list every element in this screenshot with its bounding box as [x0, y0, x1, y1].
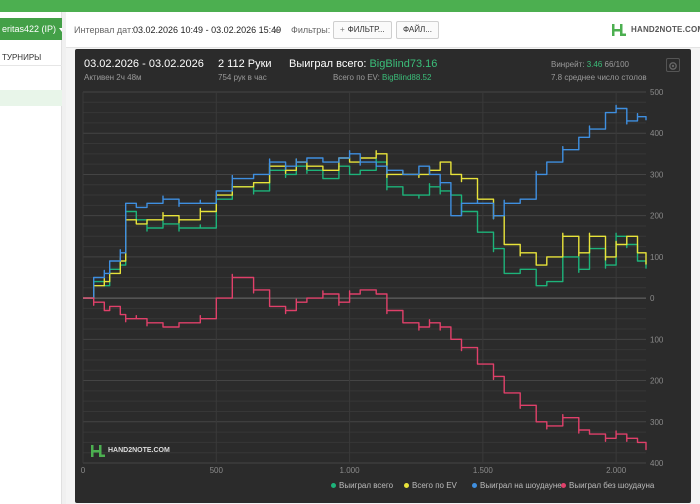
won-total-label: Выиграл всего: [289, 58, 367, 70]
winrate-label: Винрейт: [551, 60, 585, 69]
filter-button-label: ФИЛЬТР... [347, 25, 385, 34]
legend-item-showdown[interactable]: Выиграл на шоудауне [472, 481, 562, 490]
x-tick-label: 1.000 [340, 466, 361, 475]
won-total-stat: Выиграл всего: BigBlind73.16 [289, 58, 437, 70]
x-tick-label: 0 [81, 466, 86, 475]
series-line-4 [83, 273, 647, 451]
y-tick-label: 200 [650, 377, 664, 386]
y-tick-label: 300 [650, 418, 664, 427]
sidebar-item-selected[interactable] [0, 90, 62, 106]
y-tick-label: 200 [650, 212, 664, 221]
chart-panel: 03.02.2026 - 03.02.2026 Активен 2ч 48м 2… [75, 49, 691, 503]
user-label: eritas422 (IP) [2, 24, 57, 34]
file-button[interactable]: ФАЙЛ... [396, 21, 439, 39]
legend-label: Выиграл на шоудауне [480, 481, 562, 490]
legend-swatch [404, 483, 409, 489]
date-range-label: Интервал дат: [74, 25, 134, 35]
ev-total-stat: Всего по EV: BigBlind88.52 [333, 73, 431, 82]
plus-icon: + [340, 25, 345, 34]
y-tick-label: 0 [650, 294, 655, 303]
legend-item-won-total[interactable]: Выиграл всего [331, 481, 393, 490]
y-tick-label: 100 [650, 253, 664, 262]
active-time-stat: Активен 2ч 48м [84, 73, 142, 82]
filter-bar: Интервал дат: 03.02.2026 10:49 - 03.02.2… [66, 12, 700, 48]
y-tick-label: 500 [650, 88, 664, 97]
x-tick-label: 500 [210, 466, 224, 475]
x-tick-label: 2.000 [606, 466, 627, 475]
y-tick-label: 400 [650, 459, 664, 468]
hands-stat: 2 112 Руки [218, 58, 272, 70]
sidebar-item-tournaments[interactable]: ТУРНИРЫ [0, 50, 62, 66]
y-tick-label: 300 [650, 170, 664, 179]
main-area: Интервал дат: 03.02.2026 10:49 - 03.02.2… [66, 12, 700, 504]
ev-total-value: BigBlind88.52 [382, 73, 432, 82]
legend-swatch [331, 483, 336, 489]
watermark-text: HAND2NOTE.COM [108, 447, 170, 454]
series-line-3 [83, 104, 647, 299]
filters-label: Фильтры: [291, 25, 331, 35]
winrate-value: 3.46 [586, 60, 603, 69]
legend-swatch [561, 483, 566, 489]
filter-button[interactable]: + ФИЛЬТР... [333, 21, 392, 39]
hand2note-logo: HAND2NOTE.COM [611, 22, 700, 38]
hand2note-logo-icon [612, 24, 626, 36]
winrate-stat: Винрейт: 3.46 66/100 [551, 60, 629, 69]
won-total-value: BigBlind73.16 [369, 58, 438, 70]
legend-label: Выиграл всего [339, 481, 394, 490]
top-bar [0, 0, 700, 12]
chevron-down-icon[interactable] [273, 29, 279, 33]
y-tick-label: 100 [650, 335, 664, 344]
y-tick-label: 400 [650, 129, 664, 138]
logo-text: HAND2NOTE.COM [631, 25, 700, 34]
legend-item-ev-total[interactable]: Всего по EV [404, 481, 457, 490]
winrate-tail: 66/100 [604, 60, 629, 69]
settings-button[interactable] [666, 58, 680, 72]
date-range-selector[interactable]: 03.02.2026 10:49 - 03.02.2026 15:49 [133, 25, 282, 35]
watermark: HAND2NOTE.COM [90, 443, 170, 459]
hands-per-hour-stat: 754 рук в час [218, 73, 267, 82]
legend-label: Всего по EV [412, 481, 457, 490]
x-tick-label: 1.500 [473, 466, 494, 475]
sidebar: eritas422 (IP) ТУРНИРЫ [0, 12, 62, 504]
legend-swatch [472, 483, 477, 489]
ev-total-label: Всего по EV: [333, 73, 380, 82]
date-range-stat: 03.02.2026 - 03.02.2026 [84, 58, 204, 70]
gear-icon [669, 62, 677, 70]
watermark-logo-icon [91, 445, 105, 457]
legend-item-no-showdown[interactable]: Выиграл без шоудауна [561, 481, 654, 490]
chevron-down-icon [59, 27, 62, 32]
series-line-2 [83, 150, 647, 299]
avg-tables-stat: 7.8 среднее число столов [551, 73, 647, 82]
sidebar-item-label: ТУРНИРЫ [2, 53, 42, 62]
legend-label: Выиграл без шоудауна [569, 481, 655, 490]
user-selector[interactable]: eritas422 (IP) [0, 18, 62, 40]
chart-plot: 500 400 300 200 100 0 100 200 300 400 0 500 1.000 1.5… [81, 88, 664, 475]
